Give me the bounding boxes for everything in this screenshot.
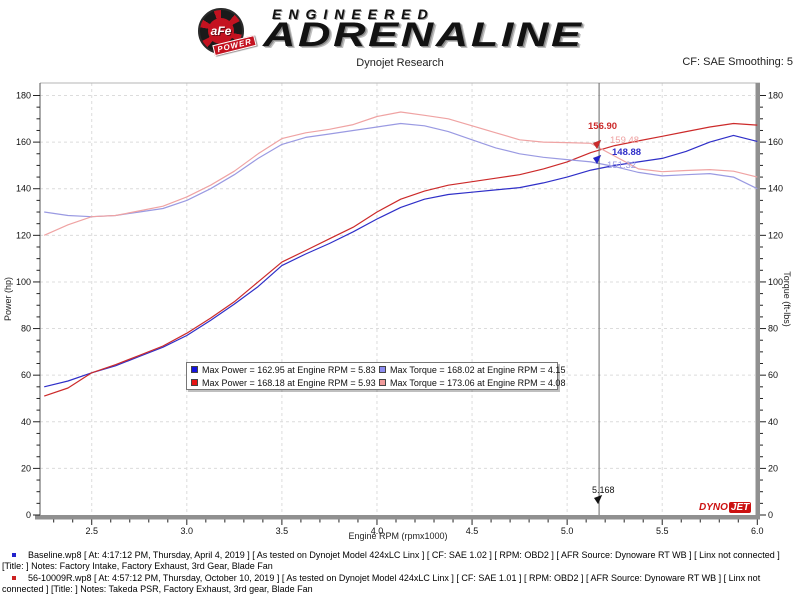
ticks [33,95,766,525]
svg-text:140: 140 [16,184,31,194]
run-info: Baseline.wp8 [ At: 4:17:12 PM, Thursday,… [2,550,796,596]
legend[interactable]: Max Power = 162.95 at Engine RPM = 5.83 … [186,362,565,390]
page-title: Dynojet Research [356,57,444,69]
legend-item-max-torque-takeda: Max Torque = 173.06 at Engine RPM = 4.08 [379,378,565,388]
afe-logo-text: aFe [208,18,234,44]
legend-text: Max Torque = 173.06 at Engine RPM = 4.08 [390,377,566,388]
x-axis-label: Engine RPM (rpmx1000) [348,531,448,541]
curve-0 [44,134,758,388]
legend-swatch-torque-takeda [379,379,386,386]
legend-swatch-power-takeda [191,379,198,386]
cursor-arrow-blue-icon [592,154,602,165]
svg-text:60: 60 [21,370,31,380]
legend-text: Max Power = 162.95 at Engine RPM = 5.83 [202,364,376,375]
svg-text:140: 140 [768,184,783,194]
y-axis-label-power: Power (hp) [3,277,13,322]
run-text: Baseline.wp8 [ At: 4:17:12 PM, Thursday,… [2,550,780,571]
svg-text:4.0: 4.0 [371,526,384,536]
svg-text:20: 20 [768,463,778,473]
curve-3 [43,111,758,236]
run-text: 56-10009R.wp8 [ At: 4:57:12 PM, Thursday… [2,573,761,594]
legend-item-max-power-baseline: Max Power = 162.95 at Engine RPM = 5.83 [191,365,379,375]
svg-text:160: 160 [768,137,783,147]
tick-labels: 0 0 20 20 40 40 60 60 80 80 100 100 120 120 140 140 160 1… [16,91,783,537]
curve-1 [44,122,758,397]
cursor-arrow-red-icon [592,139,602,150]
svg-text:5.0: 5.0 [561,526,574,536]
dynojet-watermark: DYNO JET [699,502,752,513]
svg-text:4.5: 4.5 [466,526,479,536]
svg-text:100: 100 [768,277,783,287]
svg-text:120: 120 [768,230,783,240]
svg-text:40: 40 [21,417,31,427]
svg-text:5.5: 5.5 [656,526,669,536]
dynojet-jet-text: JET [728,502,752,513]
header: aFe POWER ENGINEERED ADRENALINE Dynojet … [0,0,800,78]
svg-text:60: 60 [768,370,778,380]
cursor-rpm-label: 5.168 [592,485,615,495]
svg-text:160: 160 [16,137,31,147]
brand-engineered: ENGINEERED [272,6,435,22]
y-axis-label-torque: Torque (ft-lbs) [782,271,792,327]
brand-adrenaline: ADRENALINE [263,16,584,54]
svg-text:100: 100 [16,277,31,287]
svg-text:40: 40 [768,417,778,427]
afe-power-logo-icon: aFe POWER [198,8,260,58]
svg-text:180: 180 [768,91,783,101]
smoothing-setting: CF: SAE Smoothing: 5 [682,56,793,68]
legend-swatch-torque-baseline [379,366,386,373]
cursor-arrow-black-icon [593,494,603,505]
cursor-readout-torque-takeda: 159.48 [610,135,640,146]
svg-text:80: 80 [768,324,778,334]
run-entry-baseline: Baseline.wp8 [ At: 4:17:12 PM, Thursday,… [2,550,796,572]
svg-text:3.5: 3.5 [276,526,289,536]
run-bullet-takeda [12,576,16,580]
cursor-readout-power-baseline: 148.88 [612,147,642,158]
dynojet-dyno-text: DYNO [699,502,728,513]
x-axis-bar [35,515,760,520]
right-axis-bar [755,83,760,520]
svg-text:2.5: 2.5 [85,526,98,536]
legend-item-max-torque-baseline: Max Torque = 168.02 at Engine RPM = 4.15 [379,365,565,375]
svg-text:120: 120 [16,230,31,240]
svg-text:20: 20 [21,463,31,473]
legend-swatch-power-baseline [191,366,198,373]
legend-text: Max Torque = 168.02 at Engine RPM = 4.15 [390,364,566,375]
svg-text:3.0: 3.0 [181,526,194,536]
legend-item-max-power-takeda: Max Power = 168.18 at Engine RPM = 5.93 [191,378,379,388]
run-bullet-baseline [12,553,16,557]
cursor-readout-power-takeda: 156.90 [588,121,618,132]
legend-text: Max Power = 168.18 at Engine RPM = 5.93 [202,377,376,388]
cursor-readout-torque-baseline: 151.32 [607,160,637,171]
svg-text:180: 180 [16,91,31,101]
svg-text:0: 0 [26,510,31,520]
curve-2 [44,122,758,218]
svg-text:6.0: 6.0 [751,526,764,536]
svg-text:80: 80 [21,324,31,334]
run-entry-takeda: 56-10009R.wp8 [ At: 4:57:12 PM, Thursday… [2,573,796,595]
gridlines [40,83,758,515]
svg-text:0: 0 [768,510,773,520]
